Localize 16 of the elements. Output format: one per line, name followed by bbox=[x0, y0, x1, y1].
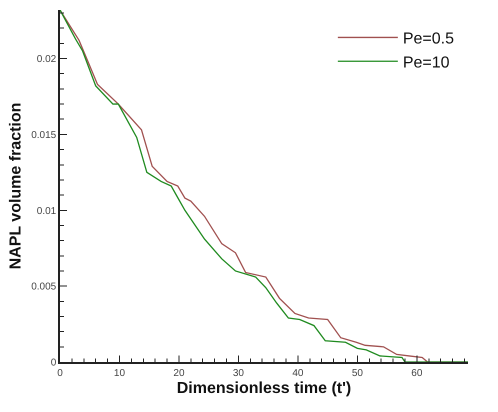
x-tick-label: 40 bbox=[292, 368, 304, 379]
y-tick-label: 0 bbox=[50, 358, 57, 368]
legend-label: Pe=0.5 bbox=[402, 30, 454, 48]
x-tick-label: 50 bbox=[352, 368, 364, 379]
legend-label: Pe=10 bbox=[402, 54, 450, 72]
x-tick-label: 60 bbox=[411, 368, 423, 379]
y-tick-label: 0.02 bbox=[36, 54, 57, 66]
x-tick-label: 30 bbox=[232, 368, 244, 379]
x-tick-label: 20 bbox=[173, 368, 185, 379]
line-series bbox=[60, 10, 468, 362]
x-axis-title: Dimensionless time (t') bbox=[176, 380, 352, 397]
y-tick-label: 0.005 bbox=[31, 282, 57, 293]
y-axis-title: NAPL volume fraction bbox=[8, 102, 25, 270]
y-tick-label: 0.01 bbox=[36, 206, 57, 217]
x-tick-label: 10 bbox=[114, 368, 126, 379]
y-tick-label: 0.015 bbox=[31, 130, 57, 141]
